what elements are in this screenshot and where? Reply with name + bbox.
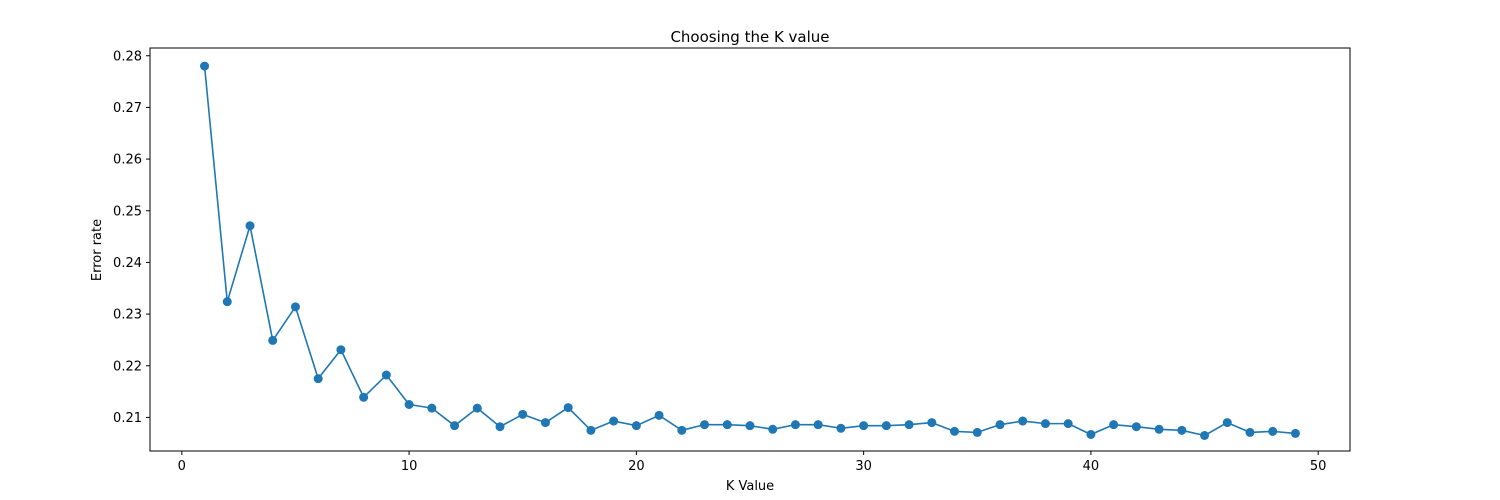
data-point xyxy=(859,421,869,431)
y-tick-label: 0.25 xyxy=(113,204,142,219)
data-point xyxy=(995,420,1005,430)
data-point xyxy=(540,418,550,428)
data-point xyxy=(427,403,437,413)
data-point xyxy=(1109,420,1119,430)
data-point xyxy=(200,61,210,71)
data-point xyxy=(1200,431,1210,440)
data-point xyxy=(495,422,505,432)
y-tick-label: 0.23 xyxy=(113,308,142,323)
data-point xyxy=(1222,418,1232,428)
x-tick-label: 10 xyxy=(401,459,418,474)
y-tick-label: 0.22 xyxy=(113,359,142,374)
data-point xyxy=(1154,424,1164,434)
data-point xyxy=(1040,419,1050,429)
data-point xyxy=(450,421,460,431)
data-point xyxy=(1177,425,1187,435)
data-point xyxy=(927,418,937,428)
y-tick-label: 0.26 xyxy=(113,153,142,168)
x-axis-title: K Value xyxy=(726,479,774,494)
data-point xyxy=(677,425,687,435)
data-point xyxy=(609,416,619,426)
data-point xyxy=(518,409,528,419)
data-point xyxy=(881,421,891,431)
data-point xyxy=(1290,428,1300,438)
x-tick-label: 30 xyxy=(855,459,872,474)
data-point xyxy=(290,302,300,312)
data-point xyxy=(336,345,346,355)
data-point xyxy=(790,420,800,430)
data-point xyxy=(700,420,710,430)
data-point xyxy=(813,420,823,430)
x-axis: 0 10 20 30 40 50 xyxy=(178,451,1327,474)
chart-title: Choosing the K value xyxy=(670,28,829,46)
data-point xyxy=(631,421,641,431)
data-point xyxy=(359,392,369,402)
x-tick-label: 0 xyxy=(178,459,186,474)
data-point xyxy=(1268,426,1278,436)
data-point xyxy=(768,424,778,434)
plot-frame xyxy=(149,47,1351,452)
data-point xyxy=(1063,419,1073,429)
y-axis: 0.21 0.22 0.23 0.24 0.25 0.26 0.27 0.28 xyxy=(113,49,150,426)
y-tick-label: 0.24 xyxy=(113,256,142,271)
data-point xyxy=(745,421,755,431)
data-point xyxy=(904,420,914,430)
data-point xyxy=(950,426,960,436)
data-point xyxy=(222,297,232,307)
data-point xyxy=(1131,422,1141,432)
data-point xyxy=(722,420,732,430)
data-point xyxy=(1245,427,1255,437)
data-point xyxy=(472,403,482,413)
data-point xyxy=(654,410,664,420)
y-tick-label: 0.27 xyxy=(113,101,142,116)
data-point xyxy=(1086,429,1096,439)
data-point xyxy=(381,370,391,380)
x-tick-label: 40 xyxy=(1083,459,1100,474)
data-point xyxy=(563,403,573,413)
x-tick-label: 20 xyxy=(628,459,645,474)
data-point xyxy=(1018,416,1028,426)
data-point xyxy=(586,425,596,435)
data-point xyxy=(245,221,255,231)
y-axis-title: Error rate xyxy=(90,219,105,281)
y-tick-label: 0.21 xyxy=(113,411,142,426)
data-point xyxy=(972,427,982,437)
data-point xyxy=(404,400,414,409)
data-point xyxy=(313,374,323,384)
data-point xyxy=(268,335,278,345)
data-point xyxy=(836,423,846,433)
x-tick-label: 50 xyxy=(1310,459,1327,474)
y-tick-label: 0.28 xyxy=(113,49,142,64)
plot-area xyxy=(200,61,1300,440)
